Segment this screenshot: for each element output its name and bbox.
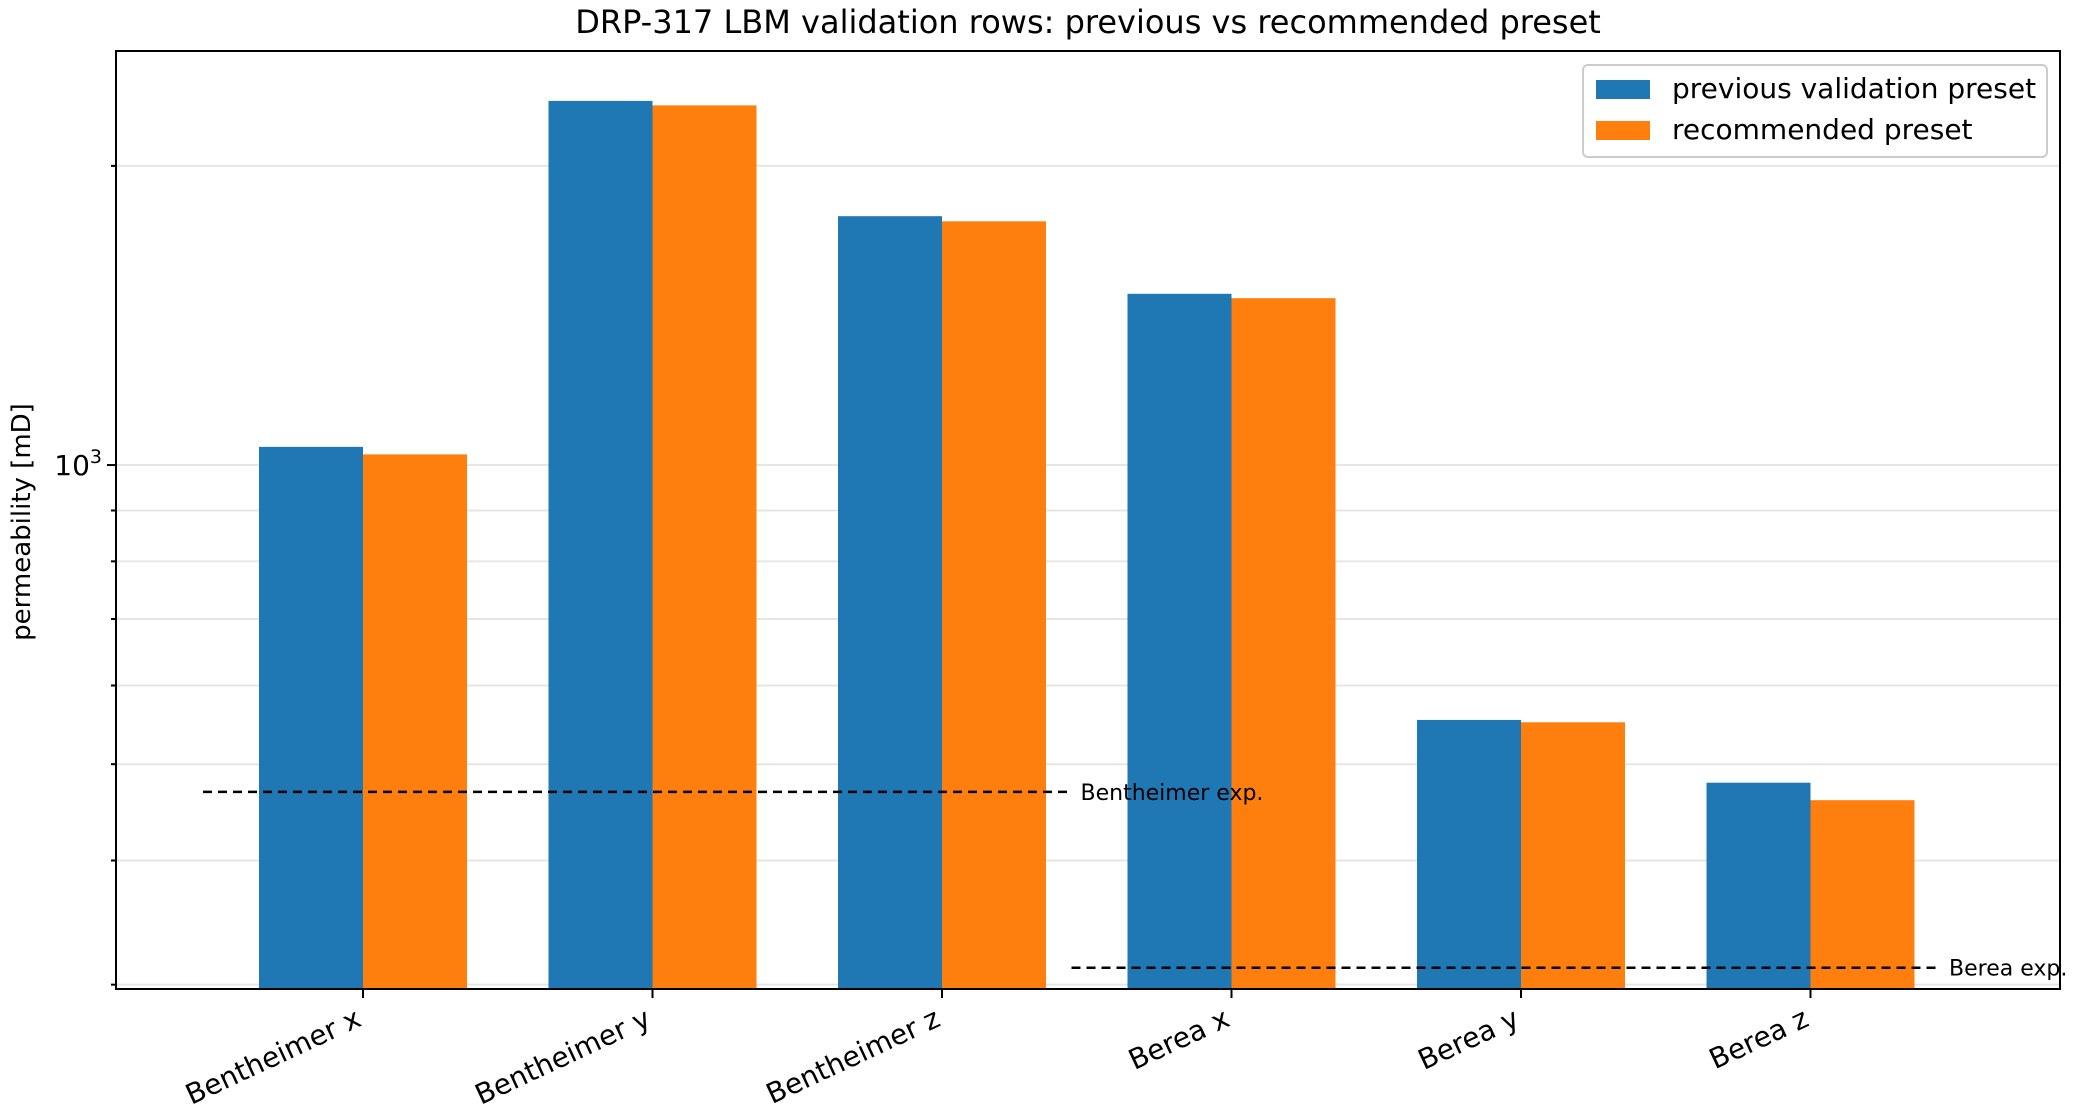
x-tick-label: Berea z — [1704, 1001, 1813, 1075]
x-tick-label: Berea y — [1413, 1001, 1524, 1076]
legend-swatch — [1596, 80, 1650, 99]
bar-previous — [548, 100, 653, 990]
bar-recommended — [1521, 722, 1625, 989]
plot-frame — [115, 50, 2061, 990]
chart-title: DRP-317 LBM validation rows: previous vs… — [575, 3, 1601, 41]
legend-box — [1582, 64, 2048, 158]
x-tick-label: Berea x — [1123, 1001, 1234, 1076]
bar-recommended — [363, 454, 467, 989]
reference-lines: Bentheimer exp. Berea exp. — [203, 781, 2067, 982]
legend-swatch — [1596, 121, 1650, 140]
y-tick-label: 103 — [54, 446, 102, 482]
bar-recommended — [1231, 298, 1336, 989]
x-tick-label: Bentheimer z — [761, 1001, 945, 1110]
x-tick-label: Bentheimer x — [180, 1001, 366, 1111]
bar-recommended — [652, 105, 757, 989]
bars — [259, 100, 1915, 990]
legend: previous validation preset recommended pr… — [1582, 64, 2048, 158]
x-tick-label: Bentheimer y — [470, 1001, 656, 1111]
x-axis-ticks: Bentheimer x Bentheimer y Bentheimer z Bere… — [180, 989, 1813, 1111]
bar-recommended — [942, 221, 1046, 989]
y-axis-label: permeability [mD] — [7, 403, 37, 641]
bar-previous — [1127, 293, 1232, 990]
reference-line-label: Berea exp. — [1949, 957, 2067, 982]
bar-previous — [1417, 719, 1521, 989]
bar-previous — [259, 446, 363, 989]
y-axis-ticks: 103 — [54, 164, 116, 986]
legend-label: recommended preset — [1672, 113, 1973, 146]
bar-previous — [838, 216, 942, 989]
legend-label: previous validation preset — [1672, 72, 2036, 105]
reference-line-label: Bentheimer exp. — [1081, 781, 1264, 806]
bar-recommended — [1810, 800, 1915, 989]
bar-previous — [1706, 782, 1811, 989]
